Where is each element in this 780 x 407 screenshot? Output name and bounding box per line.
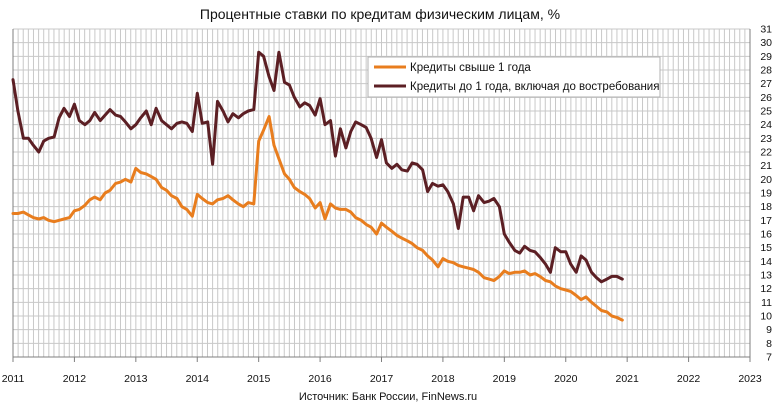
y-tick-label: 20: [760, 174, 772, 186]
y-tick-label: 24: [760, 119, 772, 131]
y-tick-label: 19: [760, 188, 772, 200]
y-tick-label: 27: [760, 78, 772, 90]
y-tick-label: 18: [760, 201, 772, 213]
y-tick-label: 9: [766, 324, 772, 336]
legend-box: [367, 56, 661, 98]
y-tick-label: 28: [760, 65, 772, 77]
y-tick-label: 22: [760, 147, 772, 159]
x-tick-label: 2014: [186, 373, 210, 385]
y-tick-label: 8: [766, 338, 772, 350]
x-tick-label: 2017: [370, 373, 394, 385]
chart-source: Источник: Банк России, FinNews.ru: [299, 391, 477, 403]
legend-label-over-1-year: Кредиты свыше 1 года: [410, 62, 531, 74]
y-tick-label: 26: [760, 92, 772, 104]
series-lines: [11, 50, 624, 322]
y-tick-label: 23: [760, 133, 772, 145]
x-tick-label: 2011: [2, 373, 25, 385]
x-tick-label: 2015: [247, 373, 271, 385]
y-tick-label: 21: [760, 160, 772, 172]
y-tick-label: 16: [760, 229, 772, 241]
y-axis: 7891011121314151617181920212223242526272…: [760, 24, 772, 364]
x-tick-label: 2016: [308, 373, 332, 385]
y-tick-label: 10: [760, 311, 772, 323]
x-tick-label: 2018: [431, 373, 455, 385]
x-tick-label: 2022: [677, 373, 701, 385]
x-tick-label: 2021: [615, 373, 639, 385]
y-tick-label: 25: [760, 106, 772, 118]
y-tick-label: 13: [760, 270, 772, 282]
y-tick-label: 11: [761, 297, 772, 309]
x-tick-label: 2023: [738, 373, 762, 385]
legend-label-up-to-1-year: Кредиты до 1 года, включая до востребова…: [410, 81, 659, 93]
chart-title: Процентные ставки по кредитам физическим…: [200, 6, 560, 22]
x-tick-label: 2012: [63, 373, 87, 385]
x-tick-label: 2019: [493, 373, 517, 385]
x-tick-label: 2013: [124, 373, 148, 385]
x-axis: 2011 2012 2013 2014 2015 2016 2017 2018 2019 2020…: [2, 29, 762, 385]
y-tick-label: 17: [760, 215, 772, 227]
y-tick-label: 7: [766, 352, 772, 364]
y-tick-label: 12: [760, 283, 772, 295]
x-tick-label: 2020: [554, 373, 578, 385]
y-tick-label: 15: [760, 242, 772, 254]
y-tick-label: 14: [760, 256, 772, 268]
y-tick-label: 31: [760, 24, 772, 36]
series-line-up-to-1-year: [11, 50, 624, 284]
legend: Кредиты свыше 1 года Кредиты до 1 года, …: [367, 56, 661, 98]
y-tick-label: 30: [760, 37, 772, 49]
series-line-over-1-year: [11, 115, 624, 322]
y-tick-label: 29: [760, 51, 772, 63]
